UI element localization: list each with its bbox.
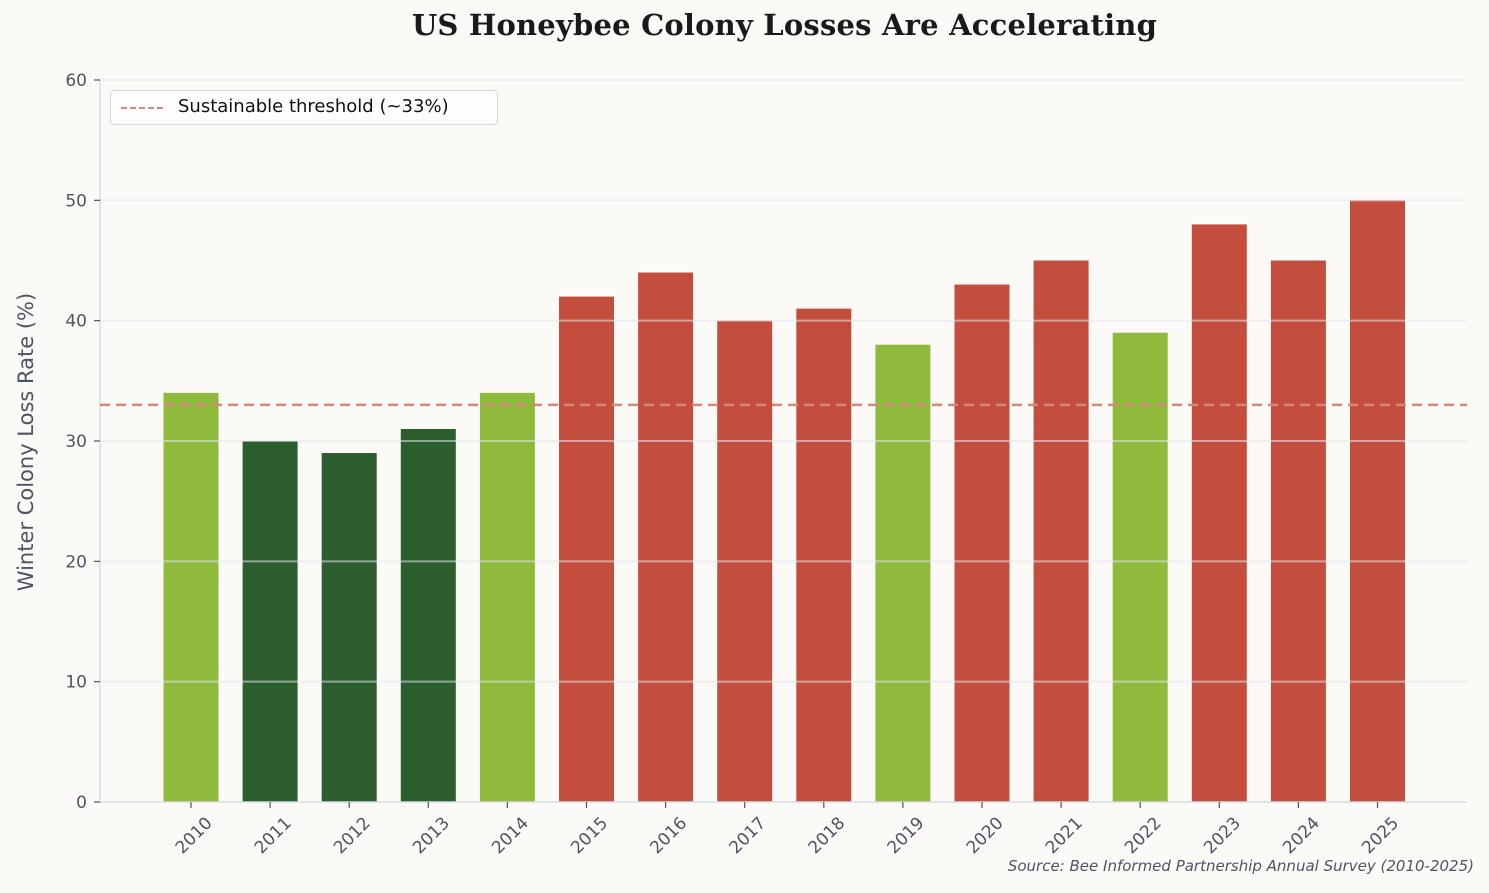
bar-2022: [1112, 332, 1168, 802]
bar-2016: [638, 272, 694, 802]
x-tick-label: 2010: [172, 813, 217, 858]
bar-2025: [1350, 200, 1405, 803]
y-tick-label: 50: [65, 191, 87, 211]
x-tick-label: 2016: [646, 813, 691, 858]
bar-2024: [1270, 260, 1326, 802]
x-tick-label: 2025: [1358, 813, 1403, 858]
x-tick-label: 2022: [1121, 813, 1166, 858]
bar-2011: [242, 441, 298, 802]
legend-label: Sustainable threshold (~33%): [178, 96, 449, 117]
x-tick-label: 2024: [1279, 813, 1324, 858]
x-tick-label: 2020: [963, 813, 1008, 858]
chart-title: US Honeybee Colony Losses Are Accelerati…: [411, 8, 1158, 42]
legend: Sustainable threshold (~33%): [110, 90, 498, 125]
y-tick-label: 60: [65, 71, 87, 91]
dashed-line-swatch-icon: [121, 107, 163, 109]
bar-2012: [321, 453, 377, 802]
x-tick-label: 2012: [330, 813, 375, 858]
bar-2013: [400, 428, 456, 802]
x-tick-label: 2015: [567, 813, 612, 858]
bar-2010: [163, 392, 219, 802]
y-tick-label: 10: [65, 673, 87, 693]
bar-2018: [796, 308, 852, 802]
bar-2015: [559, 296, 614, 802]
bar-2021: [1033, 260, 1089, 802]
y-tick-label: 0: [76, 793, 87, 813]
source-annotation: Source: Bee Informed Partnership Annual …: [1007, 857, 1474, 875]
y-tick-label: 20: [65, 552, 87, 572]
x-tick-label: 2018: [805, 813, 850, 858]
y-tick-label: 40: [65, 312, 87, 332]
bar-2020: [954, 284, 1010, 803]
bar-2019: [875, 344, 931, 802]
bar-2014: [479, 392, 535, 802]
x-tick-label: 2023: [1200, 813, 1245, 858]
x-tick-label: 2014: [488, 813, 533, 858]
x-tick-label: 2013: [409, 813, 454, 858]
x-tick-label: 2011: [251, 813, 296, 858]
x-tick-label: 2019: [884, 813, 929, 858]
bar-2023: [1191, 224, 1247, 802]
x-tick-label: 2021: [1042, 813, 1087, 858]
y-tick-label: 30: [65, 432, 87, 452]
x-tick-label: 2017: [726, 813, 771, 858]
